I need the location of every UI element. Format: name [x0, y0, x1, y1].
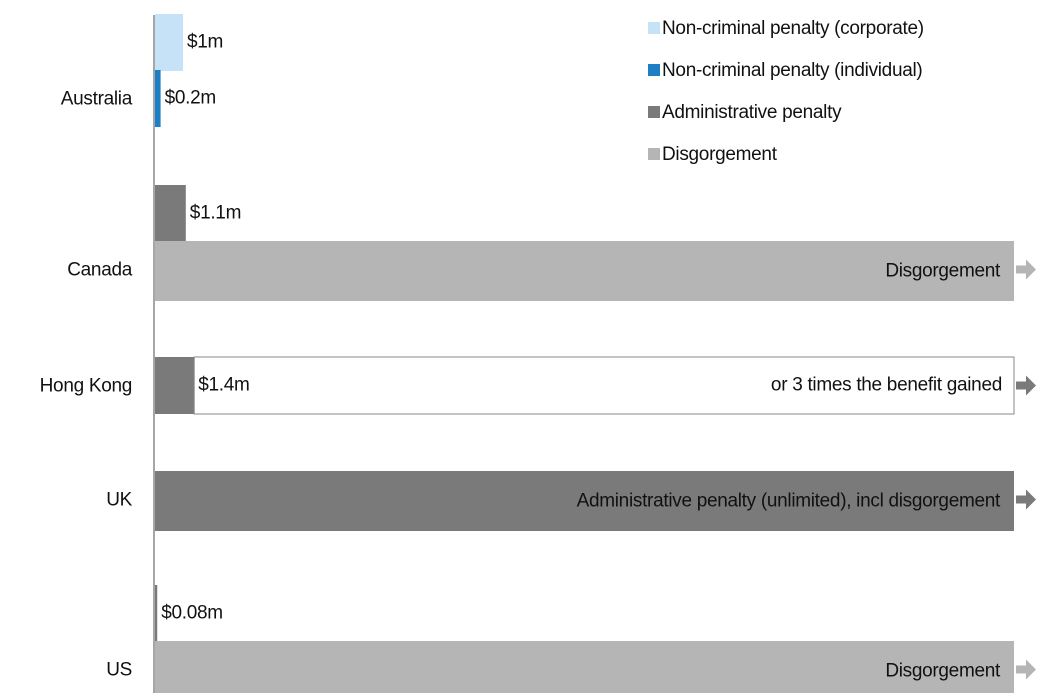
open-ended-label: Disgorgement	[885, 261, 1001, 282]
bar	[155, 14, 183, 71]
bar	[155, 585, 158, 642]
continuation-arrow	[1016, 259, 1036, 280]
legend-swatch	[648, 22, 660, 34]
bar	[155, 70, 161, 127]
open-ended-label: Disgorgement	[885, 661, 1001, 682]
open-ended-bar	[155, 641, 1014, 693]
bar	[155, 185, 186, 242]
category-label: Australia	[61, 89, 133, 110]
value-label: $0.08m	[161, 603, 223, 624]
bar	[155, 357, 195, 414]
continuation-arrow	[1016, 489, 1036, 510]
legend-label: Administrative penalty	[662, 102, 842, 123]
category-label: UK	[106, 490, 132, 511]
value-label: $0.2m	[165, 88, 216, 109]
alternative-label: or 3 times the benefit gained	[771, 375, 1002, 396]
category-label: US	[106, 660, 132, 681]
value-label: $1m	[187, 32, 223, 53]
value-label: $1.1m	[190, 203, 241, 224]
open-ended-bar	[155, 241, 1014, 301]
category-label: Hong Kong	[40, 376, 132, 397]
legend-swatch	[648, 148, 660, 160]
continuation-arrow	[1016, 375, 1036, 396]
legend-swatch	[648, 106, 660, 118]
continuation-arrow	[1016, 659, 1036, 680]
legend-label: Non-criminal penalty (corporate)	[662, 18, 924, 39]
legend-swatch	[648, 64, 660, 76]
value-label: $1.4m	[198, 375, 249, 396]
legend-label: Disgorgement	[662, 144, 778, 165]
open-ended-bar	[155, 471, 1014, 531]
legend-label: Non-criminal penalty (individual)	[662, 60, 922, 81]
alternative-box	[193, 356, 1015, 415]
open-ended-label: Administrative penalty (unlimited), incl…	[577, 491, 1001, 512]
category-label: Canada	[67, 260, 132, 281]
